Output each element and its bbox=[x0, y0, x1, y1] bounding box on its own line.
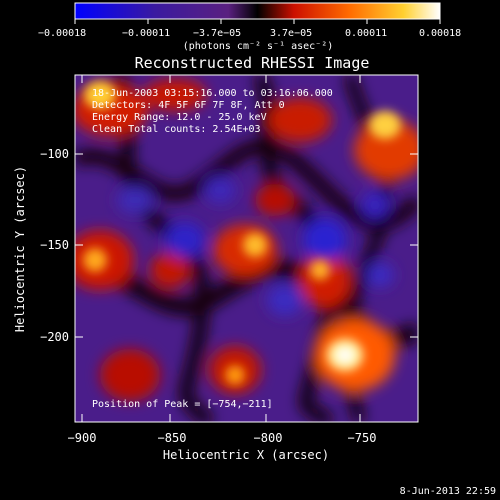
x-axis-ticks bbox=[81, 75, 361, 422]
plot-title: Reconstructed RHESSI Image bbox=[135, 54, 370, 72]
info-block: 18-Jun-2003 03:15:16.000 to 03:16:06.000… bbox=[92, 88, 333, 135]
colorbar-tick-label: 0.00011 bbox=[345, 28, 387, 39]
colorbar-units: (photons cm⁻² s⁻¹ asec⁻²) bbox=[183, 41, 334, 52]
y-axis-ticks bbox=[75, 153, 418, 338]
colorbar-tick-label: 3.7e−05 bbox=[270, 28, 312, 39]
colorbar-tick-label: 0.00018 bbox=[419, 28, 461, 39]
info-line-detectors: Detectors: 4F 5F 6F 7F 8F, Att 0 bbox=[92, 100, 285, 111]
y-axis-label: Heliocentric Y (arcsec) bbox=[13, 166, 27, 332]
colorbar: −0.00018 −0.00011 −3.7e−05 3.7e−05 0.000… bbox=[38, 2, 461, 52]
info-line-energy: Energy Range: 12.0 - 25.0 keV bbox=[92, 112, 267, 123]
info-line-counts: Clean Total counts: 2.54E+03 bbox=[92, 124, 261, 135]
colorbar-ticks bbox=[74, 19, 441, 24]
colorbar-tick-label: −0.00011 bbox=[122, 28, 170, 39]
colorbar-tick-label: −3.7e−05 bbox=[193, 28, 241, 39]
y-tick-label: −150 bbox=[40, 238, 69, 252]
x-tick-label: −900 bbox=[68, 431, 97, 445]
plot-frame bbox=[74, 74, 419, 423]
colorbar-tick-label: −0.00018 bbox=[38, 28, 86, 39]
footer-timestamp: 8-Jun-2013 22:59 bbox=[400, 486, 496, 497]
x-tick-label: −850 bbox=[158, 431, 187, 445]
colorbar-gradient bbox=[74, 2, 441, 20]
x-axis-label: Heliocentric X (arcsec) bbox=[163, 448, 329, 462]
reconstructed-image bbox=[75, 75, 418, 422]
x-tick-label: −800 bbox=[254, 431, 283, 445]
peak-position-label: Position of Peak = [−754,−211] bbox=[92, 399, 273, 410]
y-tick-label: −100 bbox=[40, 147, 69, 161]
y-tick-label: −200 bbox=[40, 330, 69, 344]
x-tick-label: −750 bbox=[348, 431, 377, 445]
info-line-time: 18-Jun-2003 03:15:16.000 to 03:16:06.000 bbox=[92, 88, 333, 99]
